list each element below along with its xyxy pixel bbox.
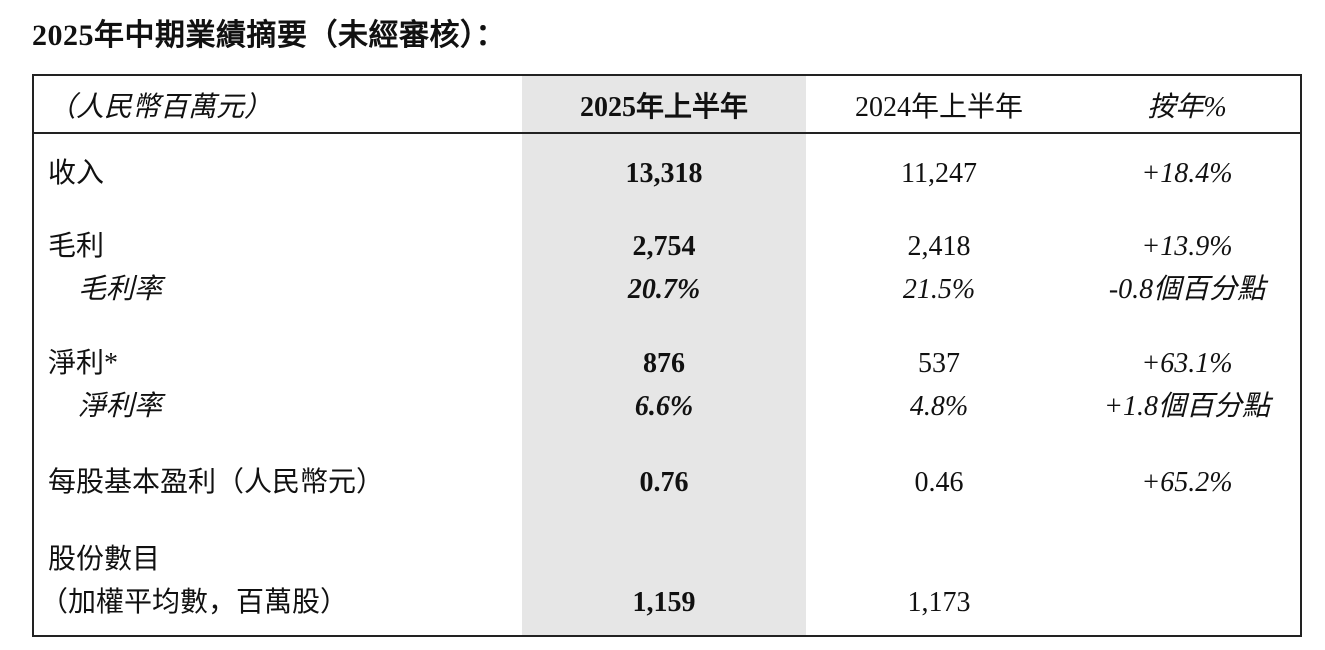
cell-2025-eps: 0.76	[639, 467, 689, 498]
row-label-shares-note: （加權平均數，百萬股）	[40, 587, 349, 618]
cell-yoy-gross-margin: -0.8個百分點	[1108, 274, 1266, 305]
highlight-column-2025	[522, 76, 806, 635]
page-title: 2025年中期業績摘要（未經審核）：	[32, 19, 506, 52]
cell-2024-eps: 0.46	[914, 467, 964, 498]
cell-2025-net-profit: 876	[643, 348, 685, 379]
row-label-net-margin: 淨利率	[78, 391, 163, 422]
row-label-net-profit: 淨利*	[48, 348, 119, 379]
cell-2025-revenue: 13,318	[625, 158, 703, 189]
cell-2025-shares: 1,159	[632, 587, 696, 618]
cell-2024-net-profit: 537	[918, 348, 960, 379]
row-label-gross-profit: 毛利	[48, 231, 105, 262]
cell-2024-shares: 1,173	[907, 587, 971, 618]
row-label-gross-margin: 毛利率	[78, 274, 163, 305]
row-label-shares: 股份數目	[48, 544, 161, 575]
row-label-revenue: 收入	[48, 158, 105, 189]
header-yoy: 按年%	[1147, 92, 1227, 123]
cell-yoy-net-profit: +63.1%	[1141, 348, 1233, 379]
cell-2025-gross-profit: 2,754	[632, 231, 696, 262]
header-unit: （人民幣百萬元）	[48, 92, 273, 123]
cell-yoy-gross-profit: +13.9%	[1141, 231, 1233, 262]
cell-2024-net-margin: 4.8%	[909, 391, 969, 422]
results-table: （人民幣百萬元） 2025年上半年 2024年上半年 按年% 收入 13,318…	[32, 74, 1302, 637]
row-label-eps: 每股基本盈利（人民幣元）	[48, 467, 385, 498]
cell-2024-revenue: 11,247	[901, 158, 977, 189]
header-2025: 2025年上半年	[579, 92, 748, 123]
cell-yoy-net-margin: +1.8個百分點	[1104, 391, 1270, 422]
cell-yoy-revenue: +18.4%	[1141, 158, 1233, 189]
cell-2025-net-margin: 6.6%	[634, 391, 694, 422]
cell-yoy-eps: +65.2%	[1141, 467, 1233, 498]
header-divider	[34, 132, 1300, 134]
cell-2024-gross-margin: 21.5%	[902, 274, 976, 305]
cell-2025-gross-margin: 20.7%	[627, 274, 701, 305]
cell-2024-gross-profit: 2,418	[907, 231, 971, 262]
header-2024: 2024年上半年	[854, 92, 1023, 123]
